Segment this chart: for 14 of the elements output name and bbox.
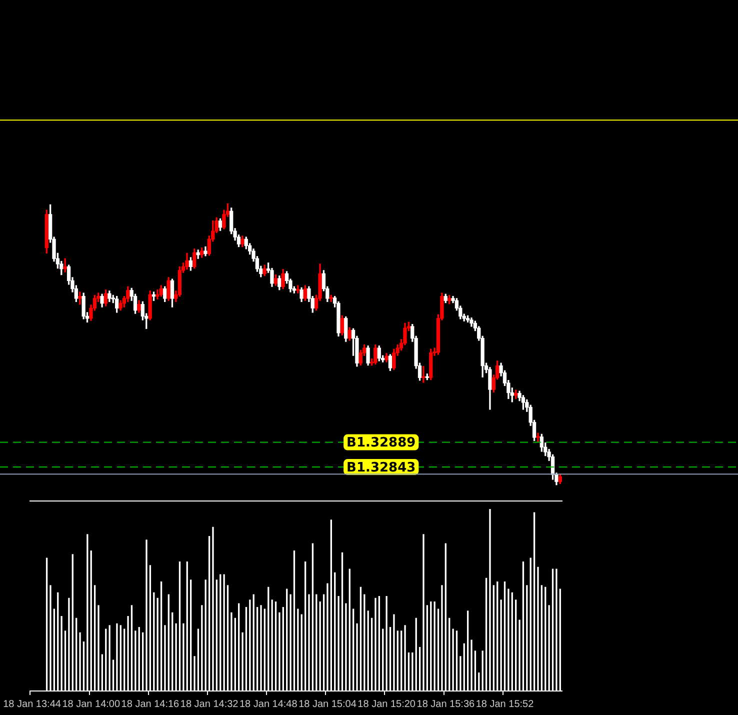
ref-line-label: B1.32843	[346, 460, 416, 476]
x-tick-label: 18 Jan 14:16	[121, 698, 180, 710]
candlestick	[156, 289, 160, 300]
x-tick-label: 18 Jan 15:20	[358, 698, 416, 710]
candlestick	[536, 432, 540, 442]
x-tick-label: 18 Jan 14:00	[62, 698, 120, 710]
x-tick-label: 18 Jan 15:04	[298, 698, 357, 710]
x-tick-label: 18 Jan 13:44	[3, 698, 62, 710]
x-tick-label: 18 Jan 14:48	[239, 698, 298, 710]
x-tick-label: 18 Jan 15:52	[476, 698, 534, 710]
ref-line-label: B1.32889	[346, 436, 416, 451]
candlestick	[422, 366, 426, 383]
x-tick-label: 18 Jan 15:36	[416, 698, 476, 710]
x-tick-label: 18 Jan 14:32	[180, 698, 239, 710]
